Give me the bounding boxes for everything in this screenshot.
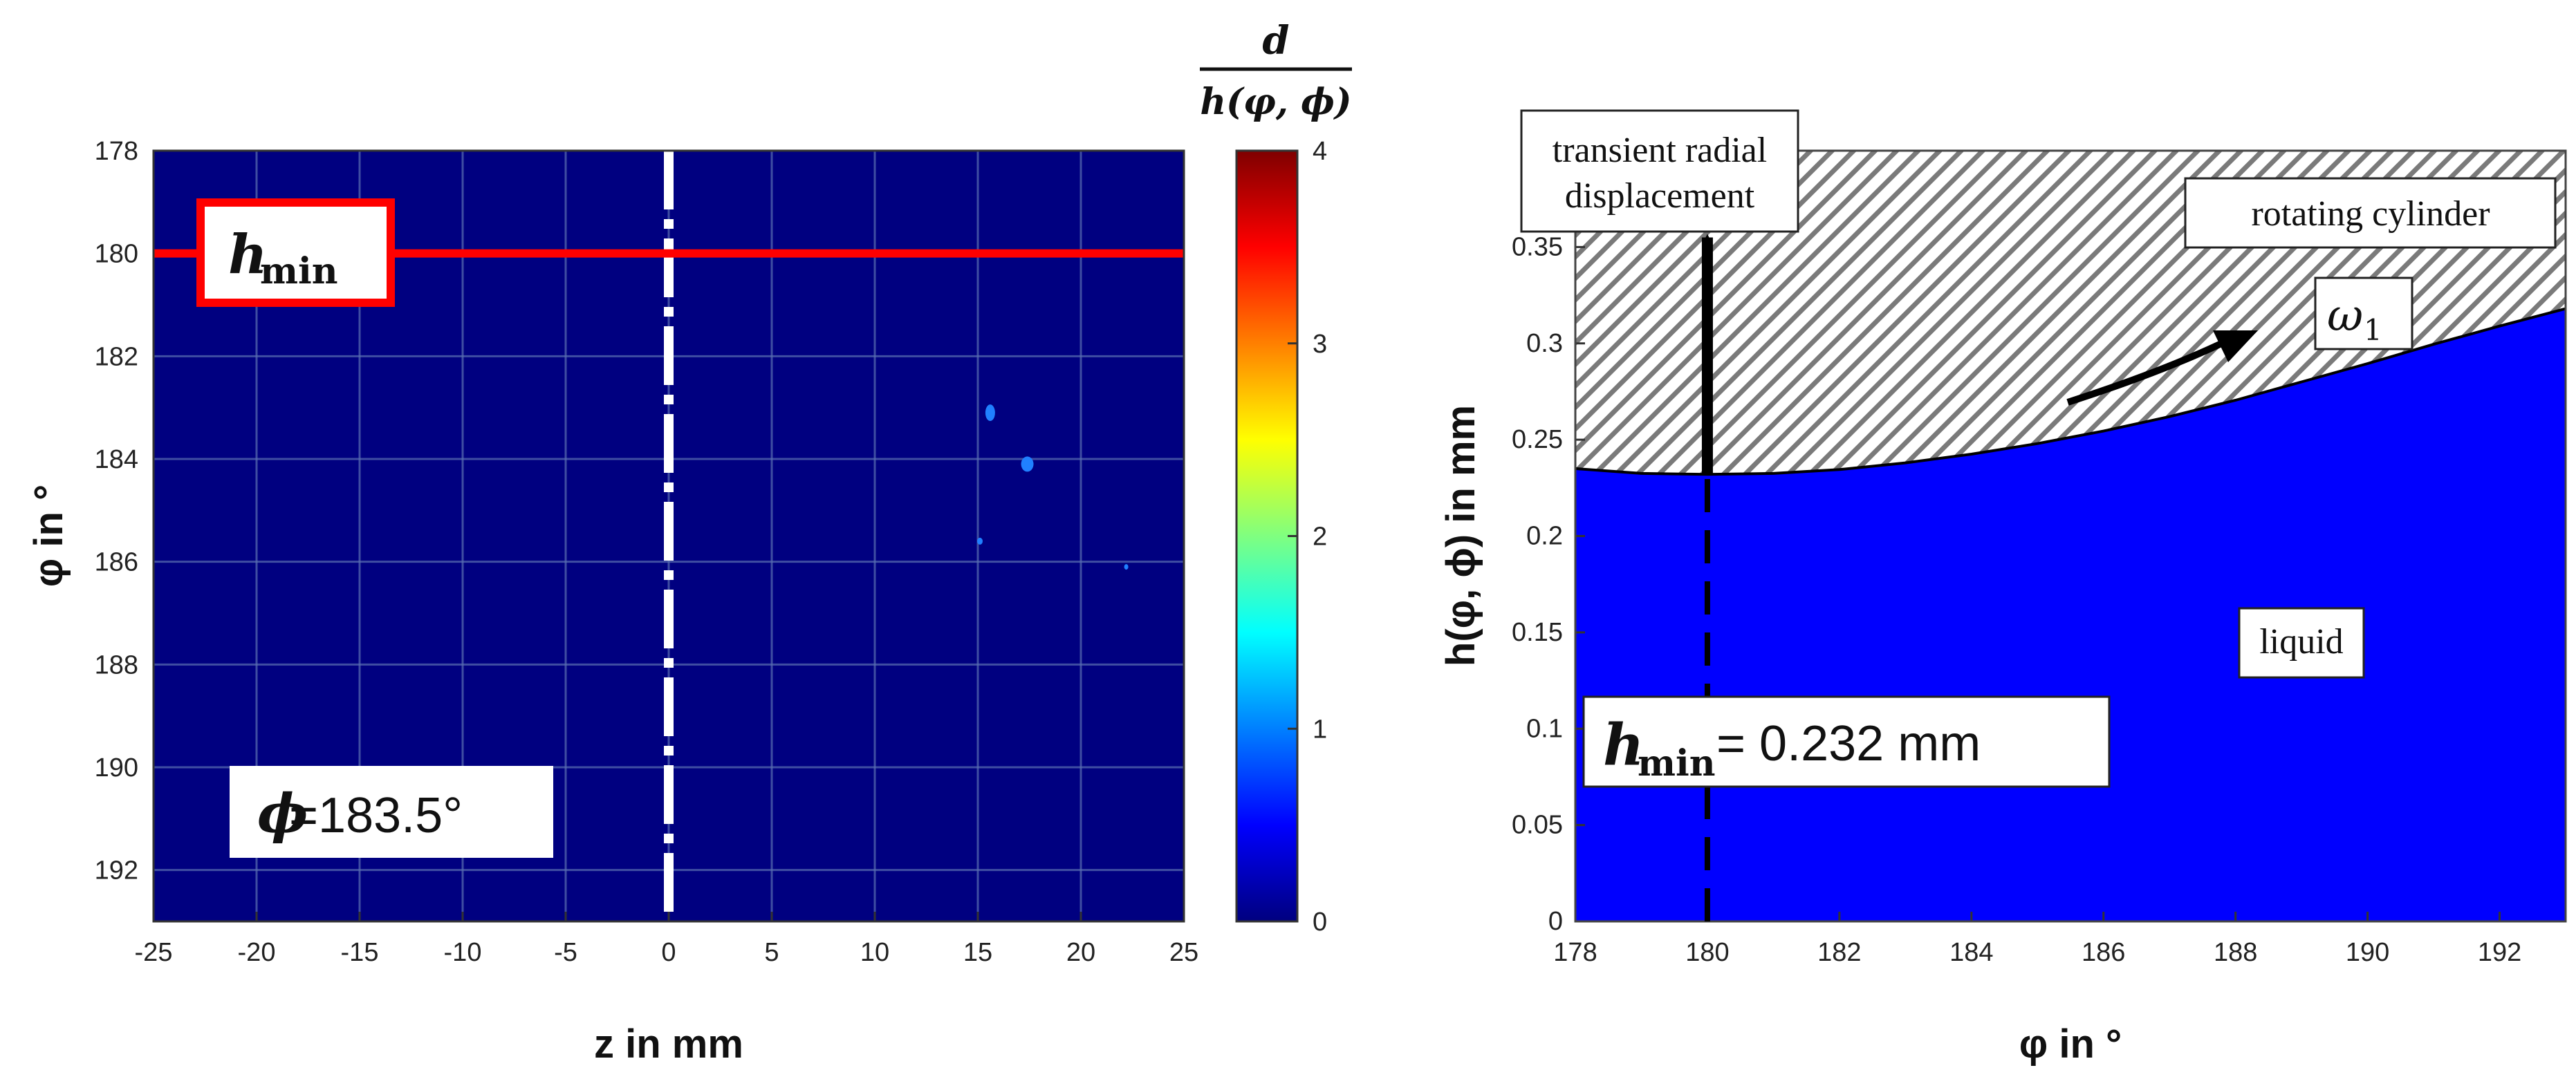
colorbar-ticks: 0 1 2 3 4 — [1288, 137, 1327, 937]
colorbar-title-denominator: h(φ, ϕ) — [1200, 81, 1351, 123]
transient-label-line1: transient radial — [1553, 131, 1767, 170]
area-x-ticks: 178 180 182 184 186 188 190 192 — [1553, 912, 2521, 967]
heatmap-chart: h min ϕ =183.5° -25 -20 -15 -10 -5 0 5 10 15 20 25… — [26, 137, 1198, 1067]
heatmap-x-tick-label: 20 — [1066, 938, 1095, 967]
heatmap-y-tick-label: 178 — [95, 137, 138, 166]
phi-symbol: ϕ — [257, 782, 308, 845]
heatmap-spot — [1124, 564, 1129, 570]
heatmap-x-label: z in mm — [594, 1022, 743, 1067]
transient-label-box: transient radial displacement — [1520, 109, 1799, 233]
heatmap-y-tick-label: 184 — [95, 445, 138, 474]
heatmap-x-tick-label: 0 — [661, 938, 676, 967]
area-x-tick-label: 186 — [2082, 938, 2125, 967]
heatmap-x-tick-label: -5 — [554, 938, 577, 967]
area-frame — [1574, 149, 2567, 923]
area-x-tick-label: 188 — [2214, 938, 2257, 967]
heatmap-y-tick-label: 192 — [95, 856, 138, 885]
area-y-tick-label: 0.25 — [1512, 425, 1563, 454]
area-x-tick-label: 180 — [1685, 938, 1729, 967]
heatmap-x-tick-label: -20 — [238, 938, 276, 967]
colorbar-tick-label: 3 — [1313, 330, 1327, 359]
colorbar-tick-label: 4 — [1313, 137, 1327, 166]
liquid-label: liquid — [2259, 622, 2343, 662]
liquid-label-box: liquid — [2238, 607, 2365, 679]
rotation-arrow — [2066, 341, 2222, 406]
heatmap-x-ticks: -25 -20 -15 -10 -5 0 5 10 15 20 25 — [135, 912, 1198, 967]
area-y-tick-label: 0.15 — [1512, 618, 1563, 647]
heatmap-spot — [1021, 456, 1034, 472]
omega-subscript: 1 — [2364, 313, 2382, 347]
heatmap-y-label: φ in ° — [26, 485, 71, 587]
heatmap-x-tick-label: 5 — [764, 938, 779, 967]
area-x-label: φ in ° — [2019, 1022, 2122, 1067]
film-thickness-chart: 178 180 182 184 186 188 190 192 0 0.05 0.1 0.15 0.2… — [1438, 109, 2567, 1067]
heatmap-x-tick-label: 10 — [860, 938, 889, 967]
colorbar-gradient — [1235, 149, 1299, 923]
area-x-tick-label: 190 — [2346, 938, 2389, 967]
heatmap-y-ticks: 178 180 182 184 186 188 190 192 — [95, 137, 138, 885]
film-thickness-curve — [1575, 307, 2566, 476]
colorbar-tick-label: 0 — [1313, 908, 1327, 937]
hmin-value-main: h — [1603, 712, 1644, 778]
cylinder-label-box: rotating cylinder — [2184, 177, 2557, 249]
colorbar-title-numerator: d — [1262, 18, 1289, 64]
heatmap-spots — [976, 404, 1129, 570]
hmin-value-box: h min = 0.232 mm — [1582, 695, 2111, 788]
area-y-tick-label: 0.3 — [1526, 329, 1563, 358]
area-y-tick-label: 0.35 — [1512, 232, 1563, 261]
hmin-label-sub: min — [260, 250, 338, 292]
area-y-tick-label: 0.05 — [1512, 811, 1563, 840]
cylinder-label: rotating cylinder — [2251, 194, 2490, 234]
phi-value: =183.5° — [289, 788, 463, 843]
area-y-tick-label: 0.2 — [1526, 522, 1563, 551]
hmin-value-sub: min — [1638, 742, 1716, 785]
rotation-arrow-head — [2213, 330, 2258, 362]
heatmap-y-tick-label: 180 — [95, 240, 138, 269]
heatmap-spot — [985, 404, 995, 422]
heatmap-y-tick-label: 186 — [95, 548, 138, 577]
phi-annotation-box: ϕ =183.5° — [230, 766, 553, 858]
colorbar-tick-label: 1 — [1313, 715, 1327, 744]
area-x-tick-label: 192 — [2478, 938, 2521, 967]
colorbar-tick-label: 2 — [1313, 523, 1327, 552]
heatmap-x-tick-label: -25 — [135, 938, 173, 967]
area-y-ticks: 00.050.10.150.20.250.30.350.4 — [1512, 136, 1585, 936]
heatmap-spot — [976, 537, 983, 545]
hmin-value-text: = 0.232 mm — [1716, 716, 1981, 771]
transient-label-line2: displacement — [1565, 176, 1755, 216]
hmin-label-main: h — [228, 223, 268, 286]
area-y-tick-label: 0.1 — [1526, 714, 1563, 743]
heatmap-x-tick-label: -15 — [341, 938, 379, 967]
colorbar: 0 1 2 3 4 d h(φ, ϕ) — [1200, 18, 1352, 937]
heatmap-y-tick-label: 190 — [95, 753, 138, 782]
omega-label-box: ω 1 — [2314, 276, 2413, 350]
area-x-tick-label: 184 — [1949, 938, 1993, 967]
heatmap-x-tick-label: 25 — [1169, 938, 1198, 967]
heatmap-x-tick-label: 15 — [963, 938, 992, 967]
heatmap-y-tick-label: 188 — [95, 650, 138, 679]
area-x-tick-label: 178 — [1553, 938, 1597, 967]
area-x-tick-label: 182 — [1817, 938, 1861, 967]
omega-symbol: ω — [2327, 290, 2363, 341]
area-y-tick-label: 0 — [1548, 907, 1563, 936]
heatmap-x-tick-label: -10 — [444, 938, 482, 967]
area-y-label: h(φ, ϕ) in mm — [1438, 405, 1483, 666]
heatmap-y-tick-label: 182 — [95, 342, 138, 371]
hmin-label-box: h min — [196, 198, 395, 307]
